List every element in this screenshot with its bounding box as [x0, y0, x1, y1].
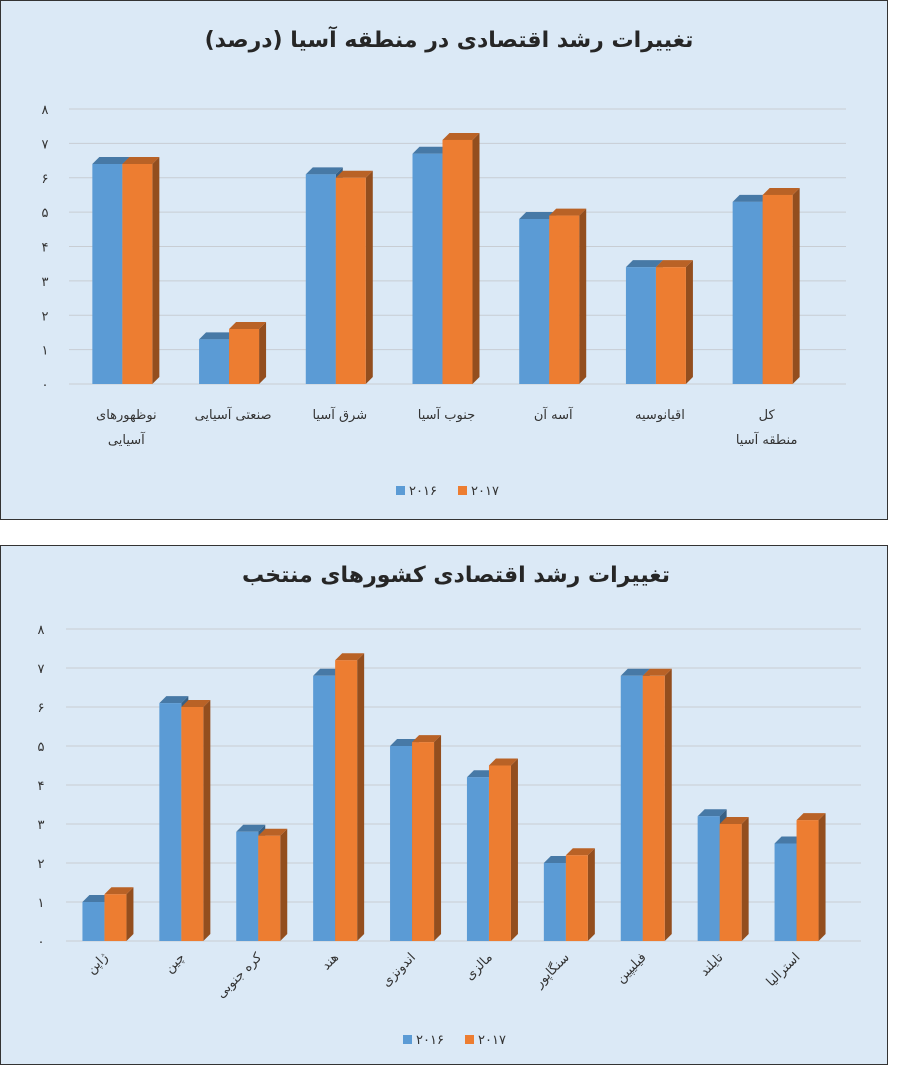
x-category-label: فیلیپین — [613, 950, 649, 986]
legend-label-2017: ۲۰۱۷ — [478, 1033, 506, 1048]
bar-2017 — [229, 322, 267, 384]
legend-swatch-2017 — [465, 1035, 474, 1044]
y-tick-label: ۷ — [38, 662, 45, 677]
y-tick-label: ۱ — [38, 896, 45, 911]
legend-swatch-2016 — [403, 1035, 412, 1044]
chart-selected-countries: تغییرات رشد اقتصادی کشورهای منتخب ۰ ۱ ۲ ۳ ۴ ۵… — [38, 563, 861, 1048]
y-tick-label: ۴ — [38, 779, 45, 794]
bar-2017 — [181, 700, 211, 941]
y-tick-label: ۳ — [42, 275, 49, 290]
legend-swatch-2016 — [396, 486, 405, 495]
chart-panel-selected-countries: تغییرات رشد اقتصادی کشورهای منتخب ۰ ۱ ۲ ۳ ۴ ۵… — [0, 545, 888, 1065]
bar-2017 — [258, 828, 288, 941]
x-category-label: استرالیا — [764, 950, 804, 990]
x-category-label: صنعتی آسیایی — [195, 406, 272, 423]
bar-2017 — [762, 187, 800, 384]
legend-label-2016: ۲۰۱۶ — [416, 1033, 444, 1048]
x-category-label: آسیایی — [108, 431, 146, 448]
bar-2017 — [719, 817, 749, 941]
y-tick-label: ۱ — [42, 344, 49, 359]
y-tick-label: ۴ — [42, 241, 49, 256]
x-category-label: ژاپن — [84, 950, 111, 977]
bar-2017 — [488, 758, 518, 941]
bar-2017 — [122, 157, 160, 384]
x-category-label: منطقه آسیا — [736, 431, 798, 448]
y-tick-label: ۲ — [42, 309, 49, 324]
y-tick-label: ۰ — [42, 378, 49, 393]
x-category-label: شرق آسیا — [312, 406, 367, 423]
bar-2017 — [796, 813, 826, 941]
x-category-label: مالزی — [462, 950, 495, 983]
legend-label-2016: ۲۰۱۶ — [409, 484, 437, 499]
bar-2017 — [412, 735, 442, 941]
x-category-label: سنگاپور — [531, 950, 573, 992]
chart-title: تغییرات رشد اقتصادی در منطقه آسیا (درصد) — [205, 25, 694, 53]
x-category-label: کل — [759, 408, 776, 423]
bar-2017 — [442, 132, 480, 384]
x-category-label: هند — [319, 950, 342, 973]
chart-asia-region: تغییرات رشد اقتصادی در منطقه آسیا (درصد)… — [42, 25, 846, 499]
x-category-label: نوظهورهای — [96, 408, 157, 423]
y-tick-label: ۰ — [38, 935, 45, 950]
bar-2017 — [335, 653, 365, 941]
bar-2017 — [655, 260, 693, 384]
y-tick-label: ۷ — [42, 137, 49, 152]
bar-2017 — [104, 887, 134, 941]
y-tick-label: ۸ — [38, 623, 45, 638]
chart-panel-asia-region: تغییرات رشد اقتصادی در منطقه آسیا (درصد)… — [0, 0, 888, 520]
y-tick-label: ۵ — [42, 206, 49, 221]
x-category-label: آسه آن — [534, 406, 574, 423]
y-tick-label: ۶ — [38, 701, 45, 716]
x-category-label: اقیانوسیه — [635, 408, 685, 423]
y-tick-label: ۲ — [38, 857, 45, 872]
y-tick-label: ۳ — [38, 818, 45, 833]
legend-swatch-2017 — [458, 486, 467, 495]
x-category-label: جنوب آسیا — [418, 406, 475, 423]
x-category-label: کره جنوبی — [214, 950, 266, 1002]
bar-2017 — [642, 668, 672, 941]
y-tick-label: ۶ — [42, 172, 49, 187]
x-category-label: چین — [162, 950, 188, 976]
y-tick-label: ۸ — [42, 103, 49, 118]
legend-label-2017: ۲۰۱۷ — [471, 484, 499, 499]
x-category-label: تایلند — [697, 950, 726, 979]
y-tick-label: ۵ — [38, 740, 45, 755]
bar-2017 — [335, 170, 373, 384]
bar-2017 — [565, 848, 595, 941]
bar-2017 — [549, 208, 587, 384]
x-category-label: اندونزی — [379, 950, 419, 990]
chart-title: تغییرات رشد اقتصادی کشورهای منتخب — [242, 563, 670, 588]
